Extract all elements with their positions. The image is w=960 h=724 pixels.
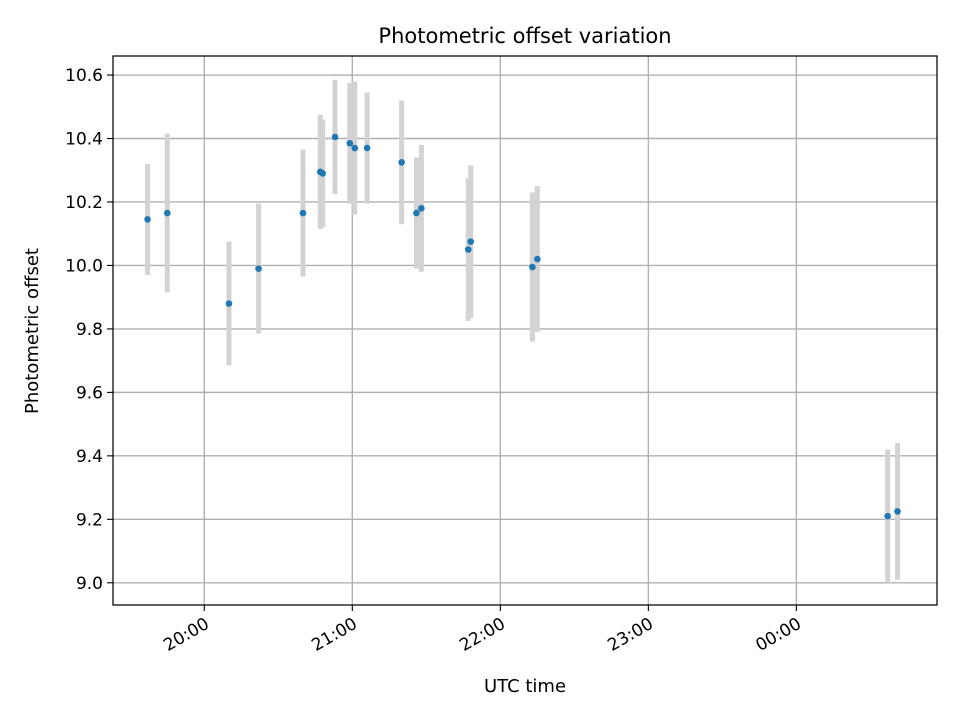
- data-point: [351, 144, 359, 152]
- y-tick-label: 9.0: [76, 574, 103, 594]
- point-layer: [144, 133, 901, 520]
- y-tick-layer: 9.0 9.2 9.4 9.6 9.8 10.0 10.2 10.4 10.6: [65, 66, 113, 594]
- data-point: [418, 205, 425, 212]
- data-point: [884, 512, 891, 520]
- data-point: [529, 263, 536, 271]
- data-point: [331, 133, 339, 141]
- data-point: [464, 246, 472, 253]
- y-tick-label: 9.4: [76, 447, 103, 467]
- y-axis-label: Photometric offset: [22, 248, 43, 414]
- data-point: [163, 209, 171, 217]
- data-point: [413, 209, 420, 217]
- data-point: [398, 159, 405, 166]
- data-point: [467, 238, 475, 245]
- data-point: [225, 300, 233, 307]
- y-tick-label: 9.8: [76, 320, 103, 340]
- plot-frame: [112, 55, 938, 606]
- x-axis-label: UTC time: [484, 676, 566, 697]
- y-tick-label: 9.6: [76, 383, 103, 403]
- data-point: [534, 255, 541, 263]
- data-point: [319, 170, 327, 177]
- data-point: [299, 209, 307, 217]
- data-point: [346, 139, 354, 147]
- y-tick-label: 9.2: [76, 510, 103, 530]
- y-tick-label: 10.6: [65, 66, 103, 86]
- chart-title: Photometric offset variation: [378, 24, 671, 48]
- data-point: [255, 265, 262, 272]
- data-point: [144, 216, 151, 223]
- y-tick-label: 10.0: [65, 256, 103, 276]
- data-point: [894, 508, 901, 515]
- data-point: [363, 144, 371, 152]
- y-tick-label: 10.4: [65, 130, 103, 150]
- y-tick-label: 10.2: [65, 193, 103, 213]
- grid-layer: [113, 56, 937, 605]
